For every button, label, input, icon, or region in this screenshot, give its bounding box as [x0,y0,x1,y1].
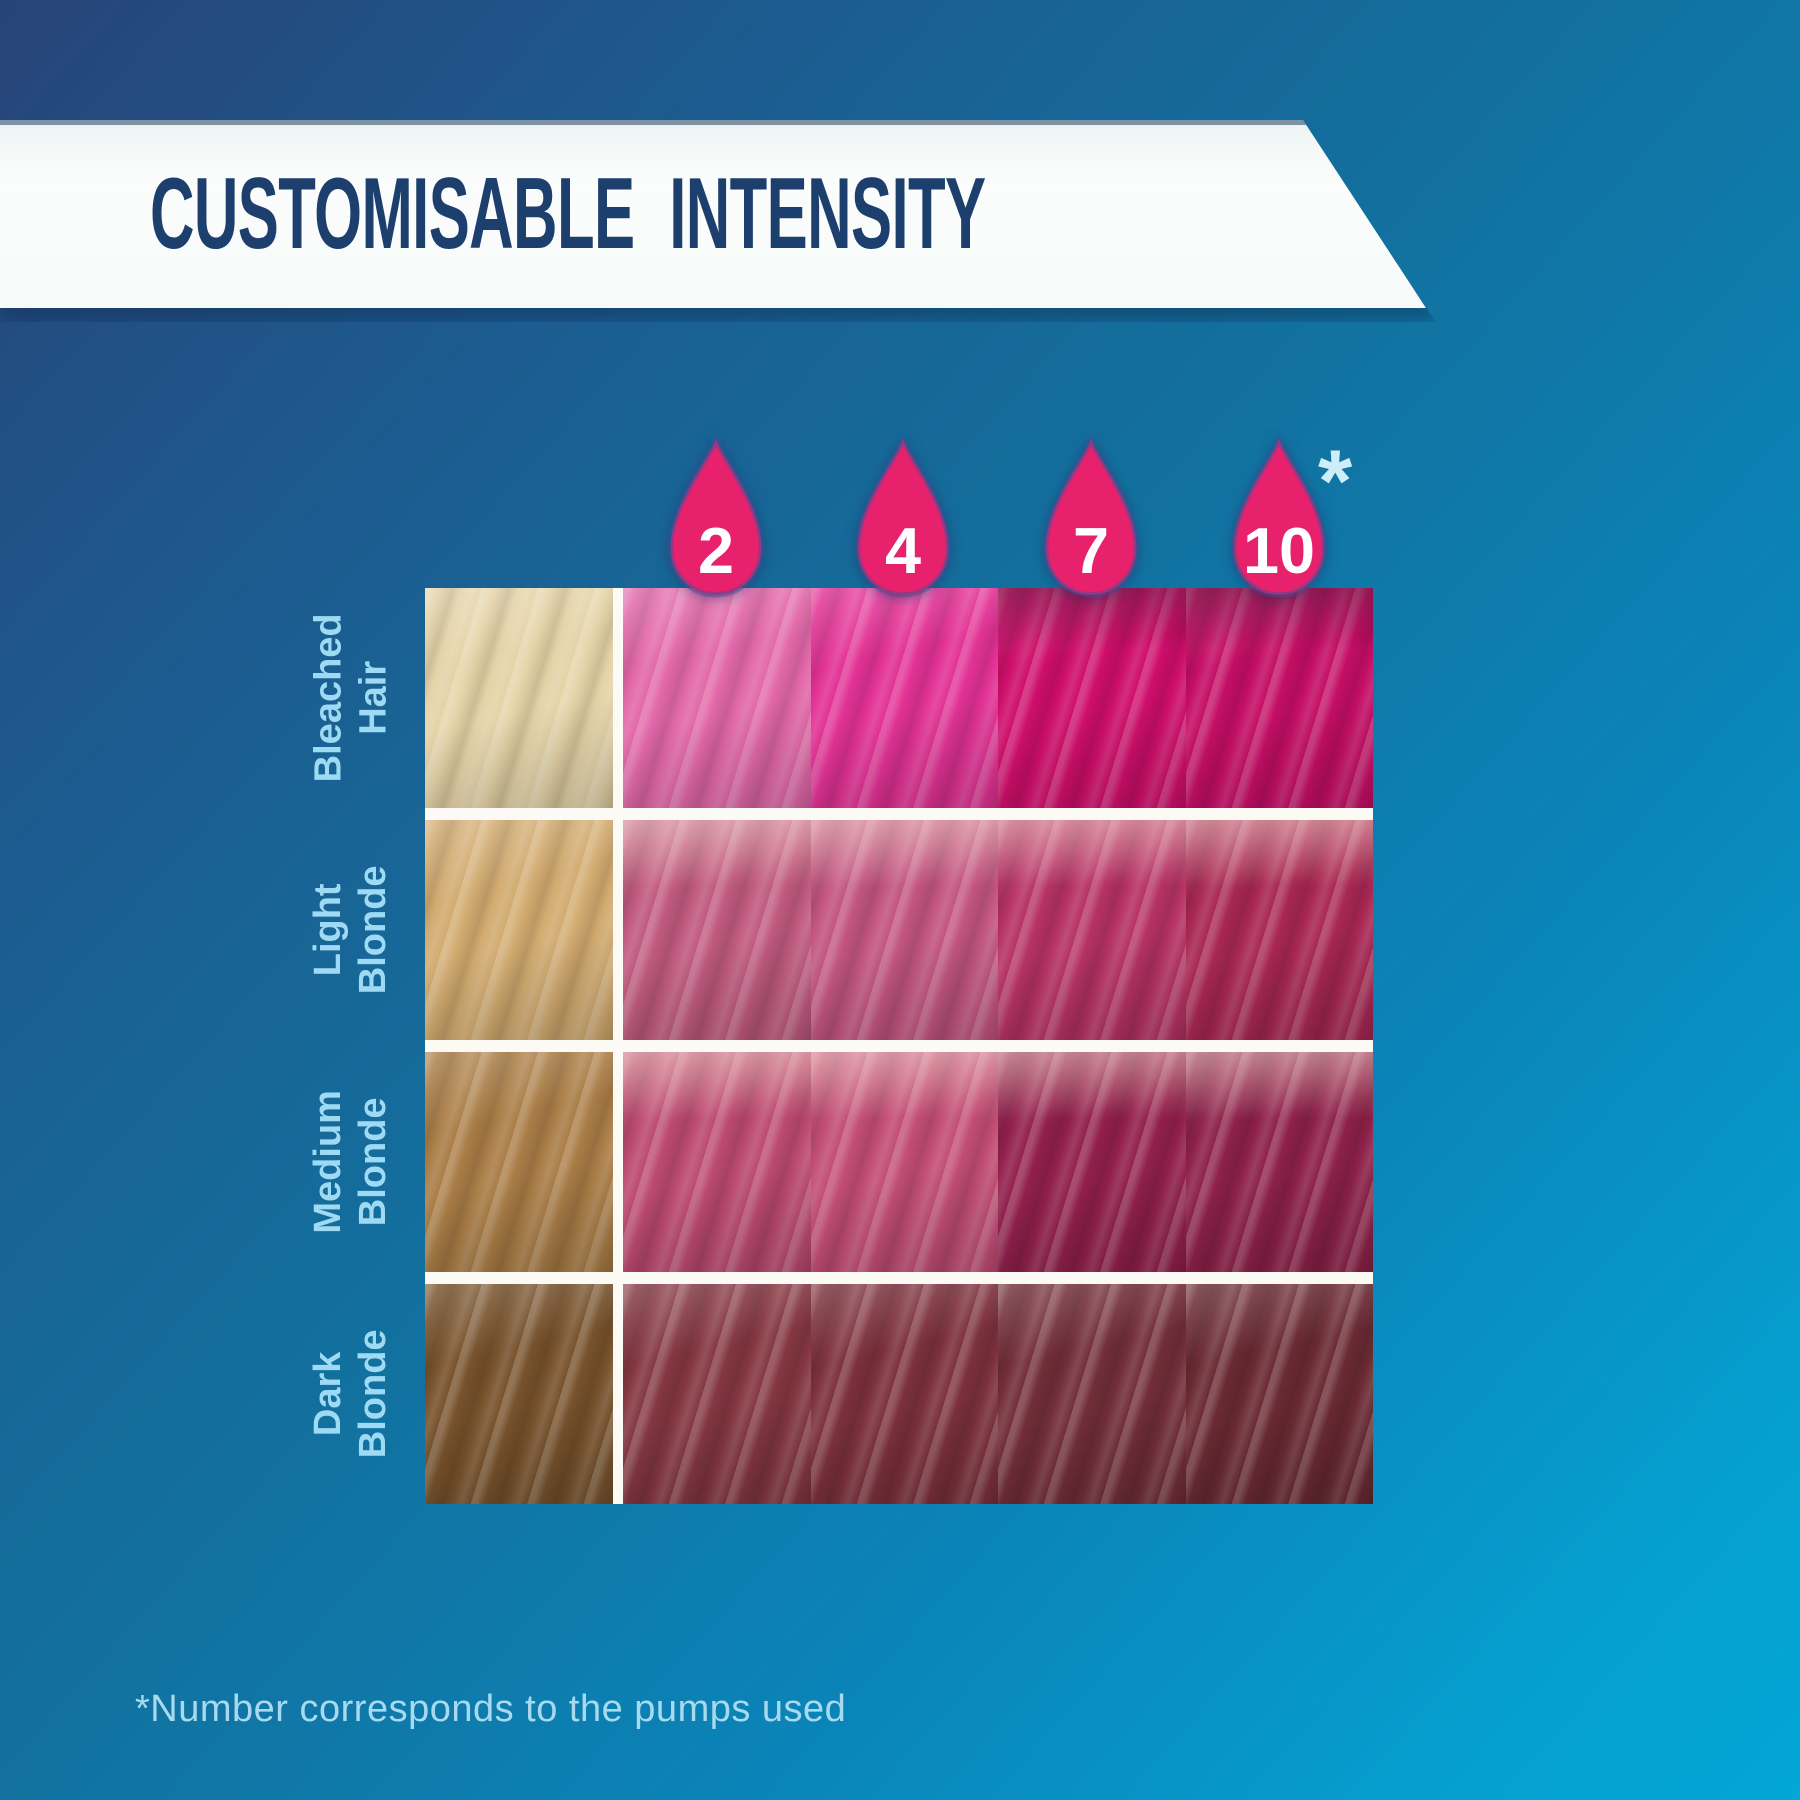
swatch-row3-pump-10 [1185,1052,1373,1272]
row-label-dark-blonde: Dark Blonde [283,1284,419,1504]
swatch-row1-pump-7 [998,588,1186,808]
swatch-row4-base [425,1284,613,1504]
swatch-row3-pump-2 [623,1052,811,1272]
title-banner: CUSTOMISABLE INTENSITY [0,120,1426,308]
droplet-count: 2 [698,514,734,587]
droplet-shape [854,431,952,598]
swatch-row1-pump-2 [623,588,811,808]
droplet-shape [667,431,765,598]
droplet-count: 4 [885,514,921,587]
droplet-count: 7 [1073,514,1109,587]
swatch-row3-pump-4 [810,1052,998,1272]
droplet-count: 10 [1243,514,1315,587]
page-title: CUSTOMISABLE INTENSITY [150,157,986,270]
swatch-row2-pump-2 [623,820,811,1040]
swatch-row2-base [425,820,613,1040]
swatch-row4-pump-2 [623,1284,811,1504]
row-label-text: Light Blonde [307,865,394,995]
row-label-text: Medium Blonde [307,1090,394,1234]
swatch-row2-pump-4 [810,820,998,1040]
droplet-icon-10-pumps: 10 [1225,431,1333,598]
row-label-medium-blonde: Medium Blonde [283,1052,419,1272]
swatch-row1-pump-10 [1185,588,1373,808]
swatch-grid [425,588,1373,1504]
droplet-shape [1230,431,1328,598]
footnote: *Number corresponds to the pumps used [135,1688,847,1730]
swatch-row4-pump-4 [810,1284,998,1504]
row-label-text: Bleached Hair [307,613,394,783]
row-label-light-blonde: Light Blonde [283,820,419,1040]
droplet-shape [1042,431,1140,598]
swatch-row2-pump-7 [998,820,1186,1040]
droplet-icon-2-pumps: 2 [662,431,770,598]
swatch-row1-pump-4 [810,588,998,808]
swatch-row2-pump-10 [1185,820,1373,1040]
droplet-icon-4-pumps: 4 [849,431,957,598]
swatch-row4-pump-7 [998,1284,1186,1504]
row-label-bleached-hair: Bleached Hair [283,588,419,808]
swatch-row3-base [425,1052,613,1272]
droplet-icon-7-pumps: 7 [1037,431,1145,598]
swatch-row1-base [425,588,613,808]
row-label-text: Dark Blonde [307,1329,394,1459]
asterisk-mark: * [1318,431,1353,530]
swatch-row3-pump-7 [998,1052,1186,1272]
swatch-row4-pump-10 [1185,1284,1373,1504]
